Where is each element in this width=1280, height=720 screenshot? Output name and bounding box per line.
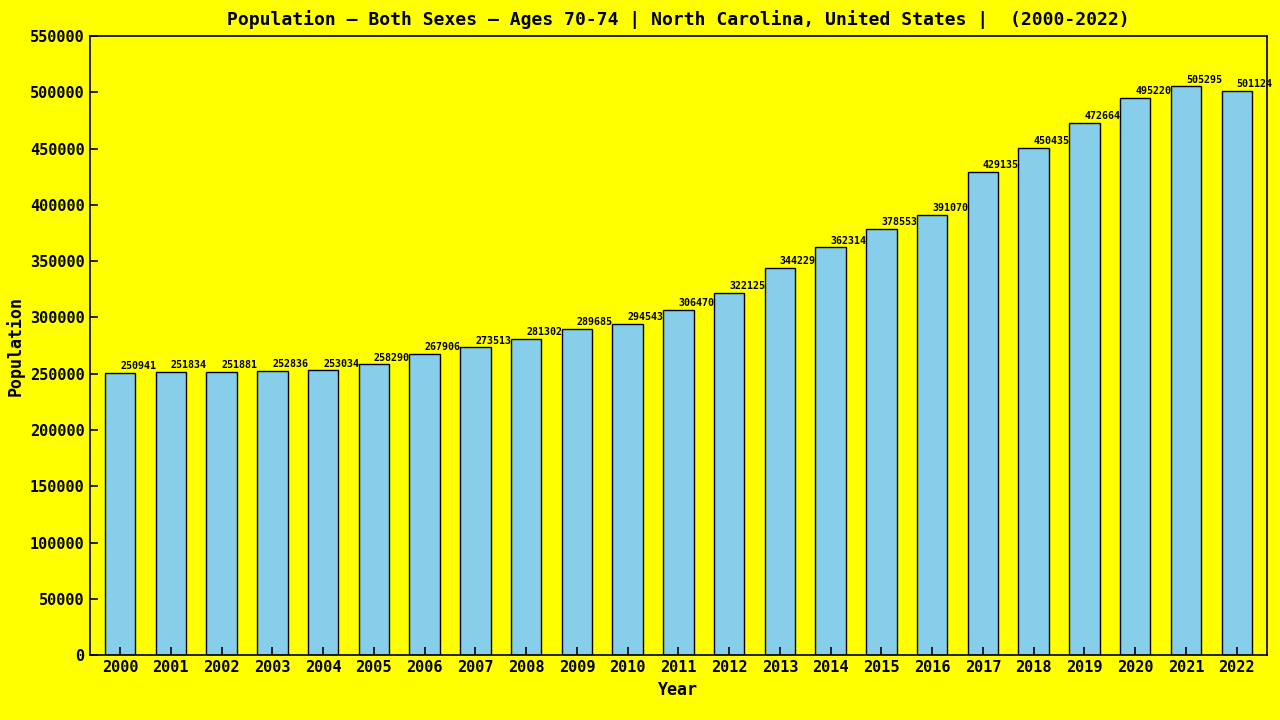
Title: Population – Both Sexes – Ages 70-74 | North Carolina, United States |  (2000-20: Population – Both Sexes – Ages 70-74 | N… <box>227 10 1130 29</box>
Bar <box>358 364 389 655</box>
Bar <box>764 268 795 655</box>
Text: 391070: 391070 <box>932 203 968 213</box>
Text: 273513: 273513 <box>475 336 512 346</box>
Text: 253034: 253034 <box>323 359 360 369</box>
Bar <box>663 310 694 655</box>
Text: 495220: 495220 <box>1135 86 1171 96</box>
Bar <box>968 172 998 655</box>
Text: 281302: 281302 <box>526 327 562 337</box>
Bar <box>612 323 643 655</box>
Bar <box>714 292 745 655</box>
Text: 344229: 344229 <box>780 256 815 266</box>
Bar <box>1120 98 1151 655</box>
Bar <box>562 329 593 655</box>
Bar <box>1221 91 1252 655</box>
Text: 501124: 501124 <box>1236 79 1272 89</box>
Y-axis label: Population: Population <box>5 296 24 395</box>
Bar <box>105 373 136 655</box>
Text: 251881: 251881 <box>221 360 257 370</box>
Text: 258290: 258290 <box>374 353 410 363</box>
Bar <box>460 347 490 655</box>
Text: 267906: 267906 <box>425 342 461 352</box>
Text: 450435: 450435 <box>1034 136 1070 146</box>
Bar <box>511 338 541 655</box>
Text: 306470: 306470 <box>678 299 714 308</box>
Bar <box>257 371 288 655</box>
Bar <box>1171 86 1201 655</box>
Bar <box>206 372 237 655</box>
Text: 322125: 322125 <box>730 281 765 291</box>
Bar <box>156 372 186 655</box>
Text: 250941: 250941 <box>120 361 156 371</box>
Bar <box>1019 148 1048 655</box>
Text: 294543: 294543 <box>627 312 663 322</box>
Text: 378553: 378553 <box>882 217 918 228</box>
Bar <box>867 229 897 655</box>
Bar <box>308 370 338 655</box>
Bar <box>410 354 440 655</box>
Bar <box>815 247 846 655</box>
Text: 505295: 505295 <box>1187 75 1222 85</box>
Text: 472664: 472664 <box>1084 112 1120 122</box>
Bar <box>1069 123 1100 655</box>
Text: 429135: 429135 <box>983 161 1019 171</box>
Text: 251834: 251834 <box>170 360 207 370</box>
Text: 252836: 252836 <box>273 359 308 369</box>
Text: 289685: 289685 <box>577 318 613 328</box>
Text: 362314: 362314 <box>831 235 867 246</box>
Bar <box>916 215 947 655</box>
X-axis label: Year: Year <box>658 680 699 698</box>
